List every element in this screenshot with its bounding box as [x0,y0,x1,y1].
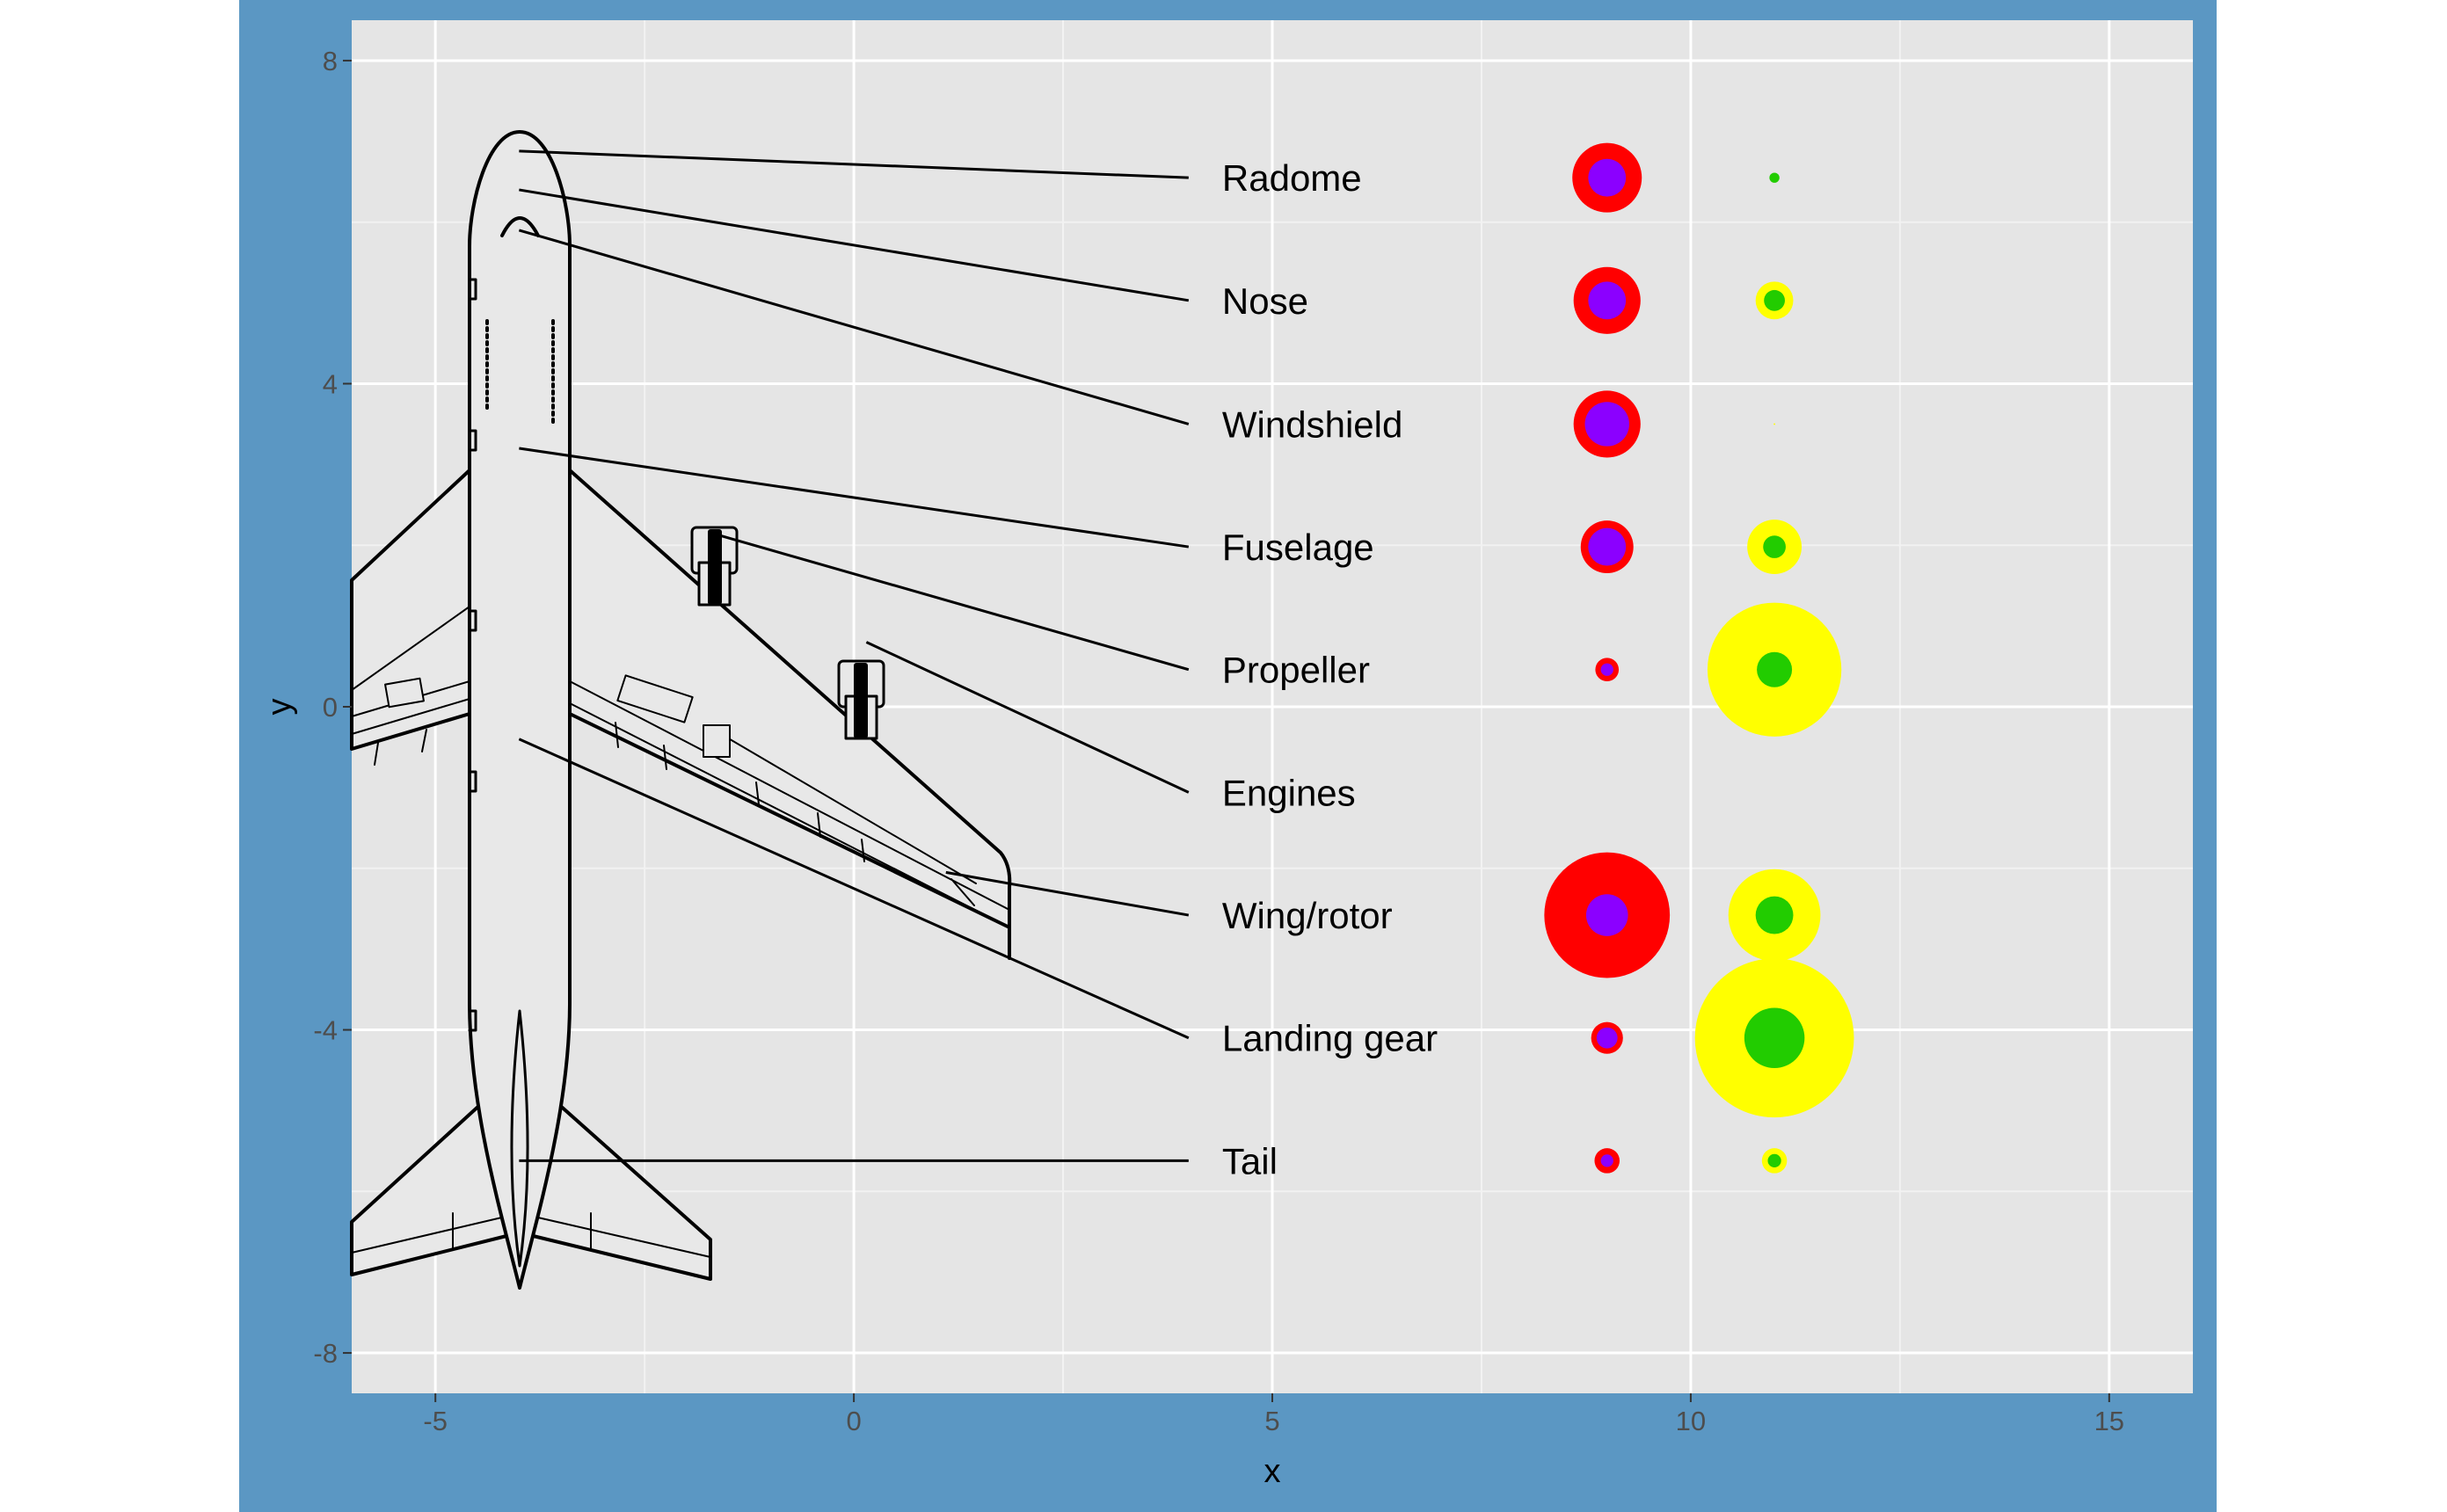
bubble-inner [1769,172,1780,183]
bubble-inner [1584,402,1629,447]
bubble-inner [1744,1007,1805,1068]
fuselage [468,130,572,1290]
leader-lines [518,149,1190,1162]
leader-line [519,447,1190,549]
bubble-inner [1600,1154,1613,1167]
right-wing-trailing-flaps [569,680,1010,928]
vertical-stabilizer [510,1009,529,1268]
x-axis-title: x [1264,1453,1281,1490]
leader-line [945,870,1190,917]
right-wing [568,469,1012,960]
windshield-arc [500,216,540,237]
x-tick-label: 10 [1676,1406,1706,1436]
bubble-inner [1757,651,1793,687]
engine-inner [690,526,739,607]
bubble-inner [1585,894,1628,936]
bubble-inner [1600,663,1613,676]
leader-line [865,641,1190,794]
part-label: Wing/rotor [1222,895,1393,936]
y-axis: -8 -4 0 4 8 [313,46,352,1369]
y-tick-label: -8 [313,1338,338,1369]
leader-line [710,532,1190,672]
bubble-inner [1596,1027,1618,1049]
engine-outer [837,659,885,740]
part-label: Engines [1222,772,1356,813]
part-label: Landing gear [1222,1018,1438,1059]
y-tick-label: -4 [313,1015,338,1046]
part-label: Fuselage [1222,527,1374,568]
bubble-inner [1588,281,1627,320]
bubble-outer [1773,423,1776,425]
left-wing-panel [384,677,425,709]
right-wing-flap-2 [703,724,731,758]
bubble-inner [1588,527,1627,566]
bubble-inner [1764,289,1785,311]
x-tick-label: 15 [2094,1406,2124,1436]
bubble-inner [1763,535,1786,558]
part-label: Nose [1222,280,1308,322]
leader-line [519,149,1189,179]
airplane-diagram [350,130,1012,1290]
bubble-markers [1544,142,1854,1174]
part-label: Windshield [1222,403,1402,445]
left-wing-fairing-1 [374,729,427,766]
part-labels: Radome Nose Windshield Fuselage Propeller Eng… [1222,157,1438,1181]
y-axis-title: y [261,699,298,716]
door-marks [468,278,477,1032]
x-tick-label: 0 [846,1406,861,1436]
leader-line [519,188,1190,302]
part-label: Propeller [1222,650,1370,691]
right-stabilizer-elevator [518,1212,711,1258]
y-tick-label: 0 [323,692,338,723]
y-tick-label: 4 [323,368,338,399]
part-label: Radome [1222,157,1362,199]
bubble-inner [1588,158,1627,197]
bubble-inner [1755,896,1794,934]
right-wing-fairings [615,722,865,862]
y-tick-label: 8 [323,46,338,76]
x-axis: -5 0 5 10 15 [423,1393,2124,1436]
left-stabilizer-elevator [351,1212,521,1254]
right-wing-flap-1 [616,674,694,723]
part-label: Tail [1222,1140,1278,1181]
x-tick-label: -5 [423,1406,448,1436]
bubble-inner [1767,1153,1781,1167]
x-tick-label: 5 [1264,1406,1279,1436]
leader-line [518,229,1190,425]
leader-line [518,738,1190,1040]
